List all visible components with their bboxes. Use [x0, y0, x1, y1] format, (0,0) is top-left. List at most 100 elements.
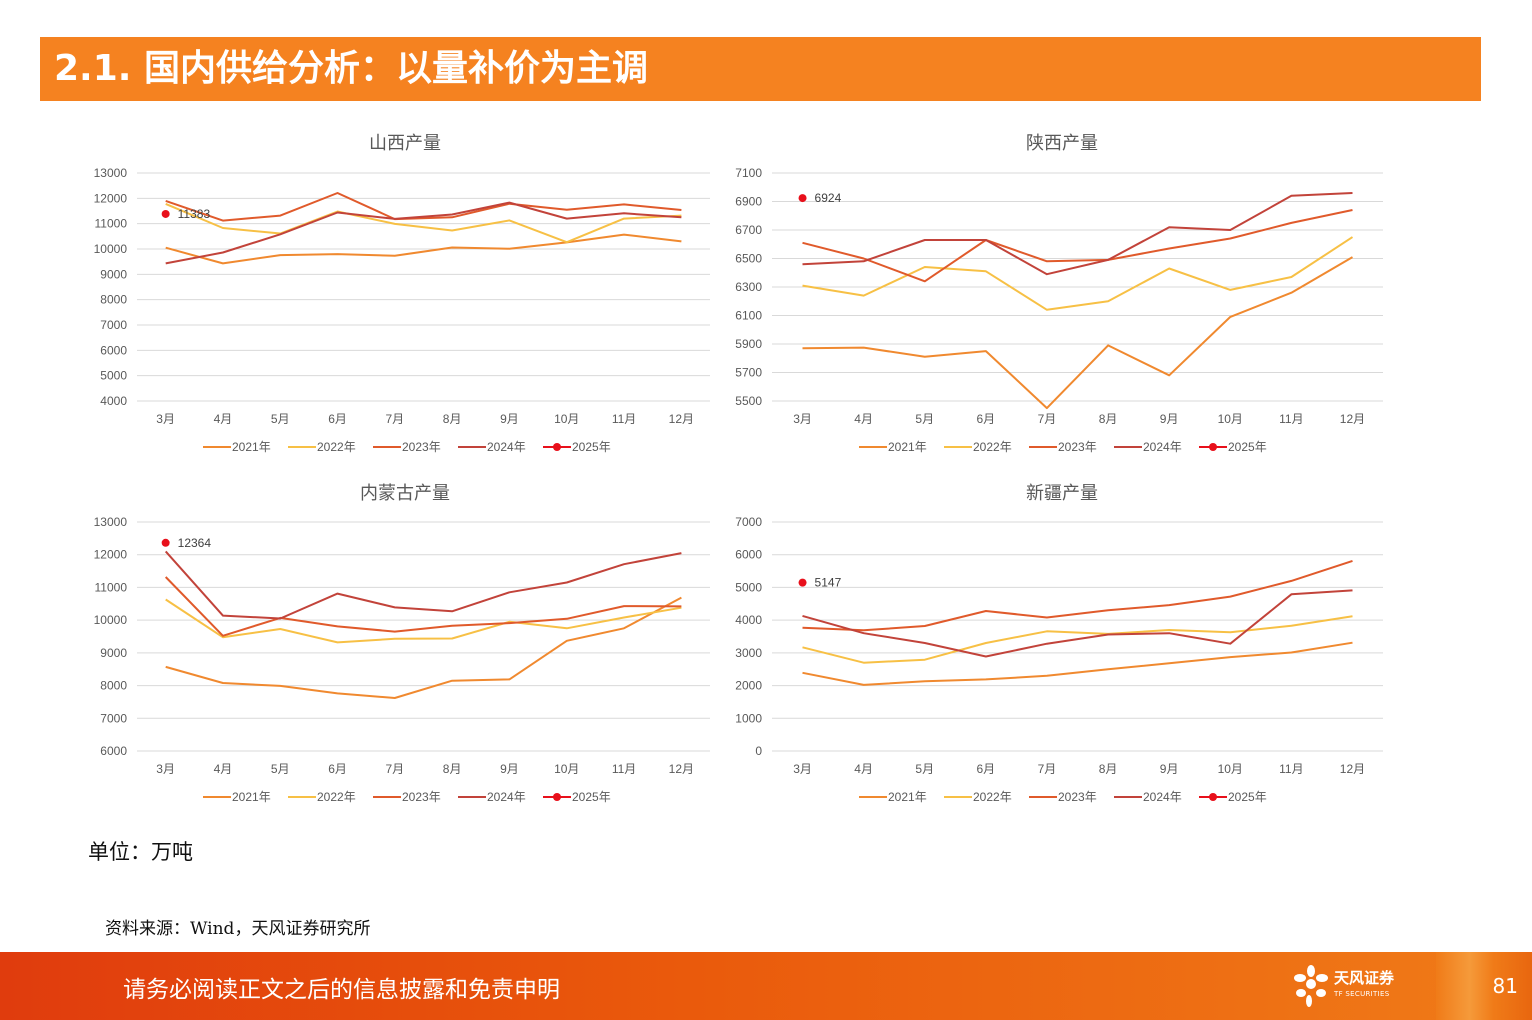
y-tick-label: 6700 — [735, 223, 762, 237]
x-tick-label: 10月 — [554, 412, 579, 426]
x-tick-label: 5月 — [271, 762, 290, 776]
legend-label: 2025年 — [1228, 790, 1267, 804]
series-line-2021年 — [802, 256, 1354, 410]
x-tick-label: 4月 — [214, 762, 233, 776]
y-tick-label: 7000 — [100, 318, 127, 332]
legend-label: 2025年 — [572, 790, 611, 804]
x-tick-label: 3月 — [156, 412, 175, 426]
series-point-2025年 — [798, 578, 807, 587]
y-tick-label: 6100 — [735, 309, 762, 323]
legend-marker — [553, 793, 561, 801]
series-point-2025年 — [161, 209, 170, 218]
x-tick-label: 9月 — [1160, 762, 1179, 776]
y-tick-label: 2000 — [735, 679, 762, 693]
legend-label: 2021年 — [888, 790, 927, 804]
y-tick-label: 5000 — [100, 369, 127, 383]
x-tick-label: 10月 — [554, 762, 579, 776]
legend-label: 2021年 — [888, 440, 927, 454]
y-tick-label: 9000 — [100, 267, 127, 281]
chart-shaanxi: 陕西产量 7100 6900 6700 6500 6300 6100 5900 5700 5500… — [735, 133, 1383, 454]
y-tick-label: 8000 — [100, 293, 127, 307]
x-tick-label: 3月 — [156, 762, 175, 776]
footer-bar: 请务必阅读正文之后的信息披露和免责申明 天风证券 TF SECURITIES 8… — [0, 952, 1532, 1020]
y-tick-label: 12000 — [94, 548, 128, 562]
series-line-2023年 — [802, 559, 1353, 632]
x-tick-label: 7月 — [386, 762, 405, 776]
y-tick-label: 13000 — [94, 515, 128, 529]
y-tick-label: 4000 — [100, 394, 127, 408]
x-tick-label: 12月 — [669, 412, 694, 426]
x-tick-label: 9月 — [500, 762, 519, 776]
x-tick-label: 6月 — [977, 762, 996, 776]
chart-xinjiang: 新疆产量 7000 6000 5000 4000 3000 2000 1000 0 3月 4月 5月 6… — [735, 483, 1383, 804]
series-line-2022年 — [802, 615, 1353, 664]
x-tick-label: 5月 — [271, 412, 290, 426]
logo-subtitle: TF SECURITIES — [1334, 990, 1390, 998]
y-tick-label: 6900 — [735, 195, 762, 209]
chart-shanxi: 山西产量 13000 12000 11000 10000 9000 8000 7000 6000… — [94, 133, 710, 454]
x-tick-label: 12月 — [669, 762, 694, 776]
x-tick-label: 8月 — [443, 412, 462, 426]
series-line-2023年 — [165, 192, 682, 222]
x-tick-label: 11月 — [612, 412, 636, 426]
y-tick-label: 4000 — [735, 613, 762, 627]
page-title: 2.1. 国内供给分析：以量补价为主调 — [54, 48, 648, 89]
page-number: 81 — [1492, 974, 1518, 998]
legend-marker — [1209, 443, 1217, 451]
legend-label: 2022年 — [973, 790, 1012, 804]
y-tick-label: 6500 — [735, 252, 762, 266]
legend-label: 2021年 — [232, 440, 271, 454]
y-tick-label: 12000 — [94, 191, 128, 205]
flower-logo-icon — [1294, 965, 1328, 1007]
chart-inner-mongolia: 内蒙古产量 13000 12000 11000 10000 9000 8000 7000 600… — [94, 483, 710, 804]
x-tick-label: 12月 — [1340, 762, 1365, 776]
x-tick-label: 7月 — [386, 412, 405, 426]
series-line-2024年 — [165, 201, 682, 265]
series-line-2022年 — [165, 598, 682, 644]
x-tick-label: 3月 — [793, 762, 812, 776]
chart-title: 山西产量 — [369, 133, 441, 154]
x-tick-label: 5月 — [915, 762, 934, 776]
series-line-2023年 — [802, 209, 1353, 283]
x-tick-label: 9月 — [1160, 412, 1179, 426]
chart-title: 内蒙古产量 — [360, 483, 450, 504]
x-tick-label: 12月 — [1340, 412, 1365, 426]
legend-label: 2022年 — [317, 790, 356, 804]
y-tick-label: 6300 — [735, 280, 762, 294]
x-tick-label: 10月 — [1218, 412, 1243, 426]
y-tick-label: 0 — [755, 744, 762, 758]
legend-label: 2023年 — [402, 790, 441, 804]
y-tick-label: 10000 — [94, 613, 128, 627]
legend-label: 2024年 — [487, 440, 526, 454]
legend-label: 2022年 — [317, 440, 356, 454]
x-tick-label: 4月 — [214, 412, 233, 426]
y-tick-label: 7000 — [735, 515, 762, 529]
legend-label: 2024年 — [487, 790, 526, 804]
x-tick-label: 7月 — [1038, 412, 1057, 426]
y-tick-label: 6000 — [735, 548, 762, 562]
x-tick-label: 11月 — [1279, 412, 1303, 426]
series-line-2024年 — [802, 192, 1353, 276]
series-line-2021年 — [802, 641, 1353, 686]
series-line-2024年 — [164, 550, 682, 620]
legend-label: 2024年 — [1143, 790, 1182, 804]
x-tick-label: 10月 — [1218, 762, 1243, 776]
legend-label: 2023年 — [1058, 790, 1097, 804]
data-label: 12364 — [178, 536, 212, 550]
series-point-2025年 — [161, 538, 170, 547]
y-tick-label: 7100 — [735, 166, 762, 180]
y-tick-label: 5000 — [735, 580, 762, 594]
x-tick-label: 7月 — [1038, 762, 1057, 776]
legend-marker — [553, 443, 561, 451]
data-label: 11383 — [178, 207, 211, 221]
y-tick-label: 10000 — [94, 242, 128, 256]
x-tick-label: 6月 — [328, 762, 347, 776]
x-tick-label: 8月 — [443, 762, 462, 776]
data-label: 6924 — [815, 191, 842, 205]
series-line-2024年 — [802, 589, 1353, 658]
y-tick-label: 5900 — [735, 337, 762, 351]
y-tick-label: 7000 — [100, 711, 127, 725]
logo-name: 天风证券 — [1334, 969, 1395, 987]
legend-label: 2025年 — [1228, 440, 1267, 454]
y-tick-label: 6000 — [100, 343, 127, 357]
